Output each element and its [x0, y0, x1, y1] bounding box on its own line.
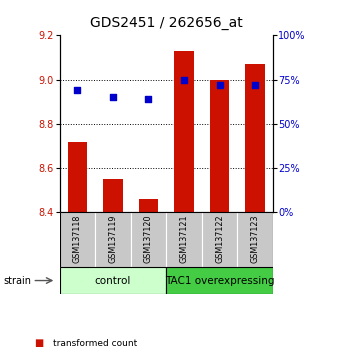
Bar [68, 142, 87, 212]
Bar [202, 212, 237, 267]
Bar [210, 80, 229, 212]
Bar [103, 179, 123, 212]
Text: GSM137122: GSM137122 [215, 215, 224, 263]
Text: TAC1 overexpressing: TAC1 overexpressing [165, 275, 274, 286]
Text: transformed count: transformed count [53, 339, 137, 348]
Point [75, 87, 80, 93]
Text: GSM137123: GSM137123 [251, 215, 260, 263]
Text: GDS2451 / 262656_at: GDS2451 / 262656_at [90, 16, 242, 30]
Bar [237, 212, 273, 267]
Text: GSM137119: GSM137119 [108, 215, 117, 263]
Bar [60, 212, 95, 267]
Text: GSM137118: GSM137118 [73, 215, 82, 263]
Bar [166, 267, 273, 294]
Point [146, 96, 151, 102]
Bar [166, 212, 202, 267]
Bar [174, 51, 194, 212]
Point [217, 82, 222, 88]
Text: GSM137120: GSM137120 [144, 215, 153, 263]
Text: control: control [95, 275, 131, 286]
Text: ■: ■ [34, 338, 43, 348]
Text: strain: strain [3, 275, 31, 286]
Bar [245, 64, 265, 212]
Bar [95, 212, 131, 267]
Point [252, 82, 258, 88]
Text: GSM137121: GSM137121 [179, 215, 189, 263]
Bar [60, 267, 166, 294]
Point [181, 77, 187, 82]
Point [110, 95, 116, 100]
Bar [139, 199, 158, 212]
Bar [131, 212, 166, 267]
